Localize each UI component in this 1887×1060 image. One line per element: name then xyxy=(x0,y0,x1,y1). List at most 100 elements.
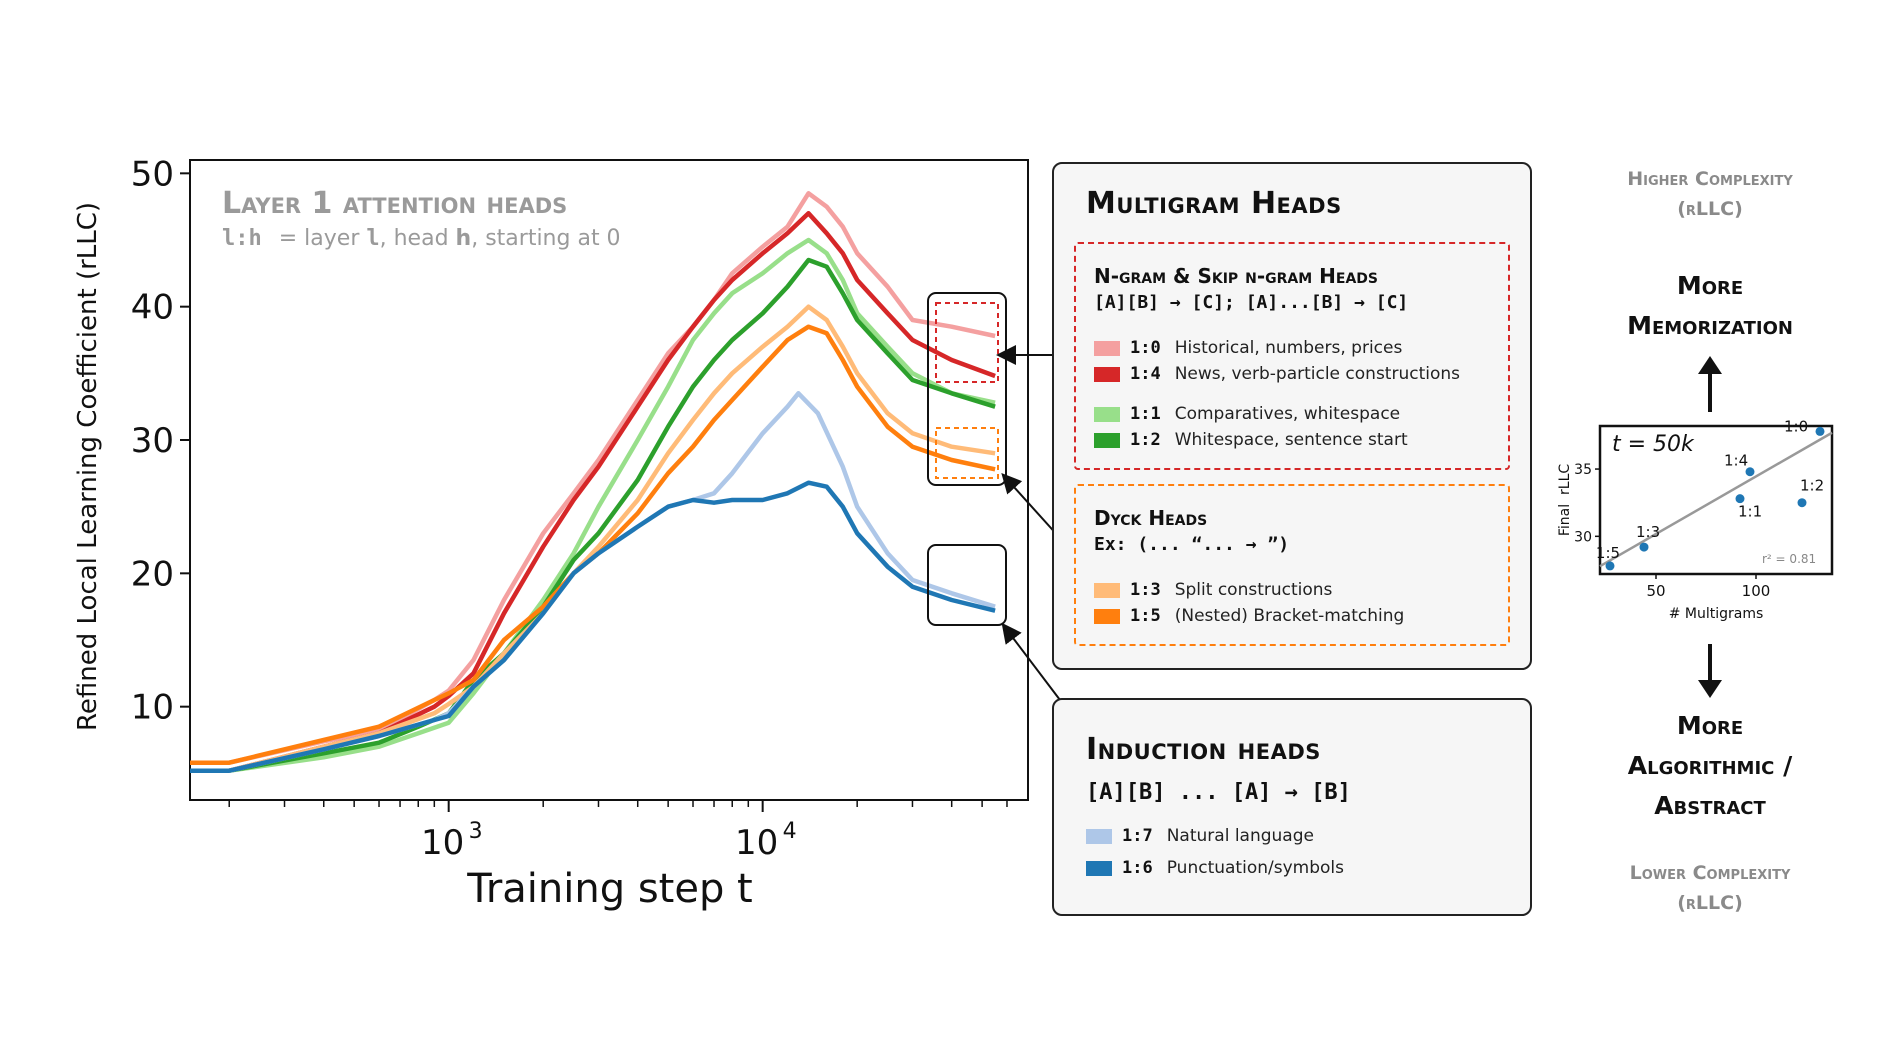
lower-line1: Lower Complexity xyxy=(1629,862,1791,884)
higher-complexity-label: Higher Complexity (rLLC) xyxy=(1590,164,1830,224)
inset-point-label: 1:3 xyxy=(1636,523,1660,541)
series-line-1-3 xyxy=(190,304,996,773)
y-tick-label: 50 xyxy=(131,154,174,194)
dyck-subpanel: Dyck Heads Ex: (... “... → ”) 1:3 Split … xyxy=(1074,484,1510,646)
head-id-1-3: 1:3 xyxy=(1130,580,1161,600)
mem-line1: More xyxy=(1676,271,1744,300)
legend-item-1-2: 1:2 Whitespace, sentence start xyxy=(1094,430,1408,450)
subtitle-layer-symbol: l xyxy=(366,226,380,251)
induction-highlight-box xyxy=(927,544,1007,626)
inset-ylabel: Final rLLC xyxy=(1557,463,1573,537)
induction-pattern: [A][B] ... [A] → [B] xyxy=(1086,780,1351,805)
inset-point-1-4 xyxy=(1745,467,1755,477)
legend-item-1-6: 1:6 Punctuation/symbols xyxy=(1086,858,1344,878)
inset-point-label: 1:2 xyxy=(1800,477,1824,495)
inset-point-label: 1:1 xyxy=(1738,503,1762,521)
inset-point-1-3 xyxy=(1639,542,1649,552)
inset-x-tick-label: 50 xyxy=(1646,582,1665,600)
head-id-1-0: 1:0 xyxy=(1130,338,1161,358)
inset-fit-line xyxy=(1599,431,1833,568)
inset-x-tick-label: 100 xyxy=(1742,582,1771,600)
mem-line2: Memorization xyxy=(1627,311,1793,340)
x-tick-label: 10 xyxy=(735,823,778,863)
x-axis-label-text: Training step t xyxy=(467,866,753,912)
inset-scatter-chart: 1:5 1:3 1:1 1:4 1:2 1:0 50 100 30 35 xyxy=(1574,420,1834,600)
y-tick-label: 30 xyxy=(131,421,174,461)
higher-line1: Higher Complexity xyxy=(1627,168,1793,190)
subtitle-notation: l:h xyxy=(222,226,262,251)
legend-item-1-7: 1:7 Natural language xyxy=(1086,826,1314,846)
inset-point-label: 1:4 xyxy=(1724,452,1748,470)
lower-complexity-label: Lower Complexity (rLLC) xyxy=(1590,858,1830,918)
y-axis-label: Refined Local Learning Coefficient (rLLC… xyxy=(73,201,103,731)
induction-panel: Induction heads [A][B] ... [A] → [B] 1:7… xyxy=(1052,698,1532,916)
ngram-pattern: [A][B] → [C]; [A]...[B] → [C] xyxy=(1094,292,1409,313)
y-tick-label: 40 xyxy=(131,288,174,328)
head-desc-1-0: Historical, numbers, prices xyxy=(1174,338,1403,358)
head-id-1-6: 1:6 xyxy=(1122,858,1153,878)
legend-item-1-4: 1:4 News, verb-particle constructions xyxy=(1094,364,1460,384)
chart-subtitle: l:h = layer l, head h, starting at 0 xyxy=(222,226,621,251)
subtitle-equals: = layer xyxy=(278,226,360,251)
more-memorization-label: More Memorization xyxy=(1590,266,1830,346)
x-axis-label: Training step t xyxy=(390,866,830,912)
more-algorithmic-label: More Algorithmic / Abstract xyxy=(1590,706,1830,826)
head-desc-1-3: Split constructions xyxy=(1174,580,1333,600)
inset-point-label: 1:0 xyxy=(1784,420,1808,435)
legend-item-1-1: 1:1 Comparatives, whitespace xyxy=(1094,404,1400,424)
legend-item-1-3: 1:3 Split constructions xyxy=(1094,580,1332,600)
legend-item-1-5: 1:5 (Nested) Bracket-matching xyxy=(1094,606,1404,626)
swatch-1-7 xyxy=(1086,828,1112,844)
alg-line1: More xyxy=(1676,711,1744,740)
swatch-1-2 xyxy=(1094,432,1120,448)
head-id-1-2: 1:2 xyxy=(1130,430,1161,450)
multigram-highlight-box xyxy=(927,292,1007,486)
head-id-1-1: 1:1 xyxy=(1130,404,1161,424)
inset-xlabel: # Multigrams xyxy=(1668,606,1764,622)
ngram-subpanel: N-gram & Skip n-gram Heads [A][B] → [C];… xyxy=(1074,242,1510,470)
higher-line2: (rLLC) xyxy=(1677,198,1743,220)
head-desc-1-1: Comparatives, whitespace xyxy=(1174,404,1401,424)
legend-item-1-0: 1:0 Historical, numbers, prices xyxy=(1094,338,1402,358)
ngram-title: N-gram & Skip n-gram Heads xyxy=(1094,264,1378,288)
multigram-title: Multigram Heads xyxy=(1086,186,1342,221)
inset-annotation: t = 50k xyxy=(1612,432,1694,457)
inset-point-label: 1:5 xyxy=(1596,544,1620,562)
chart-title: Layer 1 attention heads xyxy=(222,186,568,221)
dyck-pattern: Ex: (... “... → ”) xyxy=(1094,534,1290,555)
inset-point-1-5 xyxy=(1605,561,1615,571)
series-line-1-1 xyxy=(190,237,996,773)
series-line-1-4 xyxy=(190,211,996,773)
x-tick-exponent: 4 xyxy=(783,819,797,844)
inset-y-tick-label: 30 xyxy=(1574,529,1592,545)
induction-arrow xyxy=(1001,622,1061,701)
inset-point-1-2 xyxy=(1797,498,1807,508)
head-desc-1-4: News, verb-particle constructions xyxy=(1174,364,1460,384)
head-desc-1-2: Whitespace, sentence start xyxy=(1174,430,1408,450)
head-id-1-5: 1:5 xyxy=(1130,606,1161,626)
multigram-panel: Multigram Heads N-gram & Skip n-gram Hea… xyxy=(1052,162,1532,670)
up-arrow xyxy=(1698,356,1722,412)
series-line-1-7 xyxy=(190,391,996,773)
head-desc-1-6: Punctuation/symbols xyxy=(1166,858,1344,878)
inset-y-tick-label: 35 xyxy=(1574,462,1592,478)
swatch-1-5 xyxy=(1094,608,1120,624)
dyck-highlight-box xyxy=(935,427,999,479)
alg-line3: Abstract xyxy=(1654,791,1766,820)
head-desc-1-5: (Nested) Bracket-matching xyxy=(1174,606,1405,626)
induction-title: Induction heads xyxy=(1086,732,1321,767)
swatch-1-3 xyxy=(1094,582,1120,598)
down-arrow xyxy=(1698,644,1722,698)
head-id-1-4: 1:4 xyxy=(1130,364,1161,384)
head-id-1-7: 1:7 xyxy=(1122,826,1153,846)
head-desc-1-7: Natural language xyxy=(1166,826,1314,846)
swatch-1-6 xyxy=(1086,860,1112,876)
plot-frame xyxy=(189,159,1029,801)
swatch-1-1 xyxy=(1094,406,1120,422)
series-line-1-5 xyxy=(190,324,996,765)
subtitle-head-word: , head xyxy=(379,226,449,251)
x-tick-exponent: 3 xyxy=(469,819,483,844)
inset-r2: r² = 0.81 xyxy=(1762,552,1817,566)
y-tick-label: 20 xyxy=(131,554,174,594)
